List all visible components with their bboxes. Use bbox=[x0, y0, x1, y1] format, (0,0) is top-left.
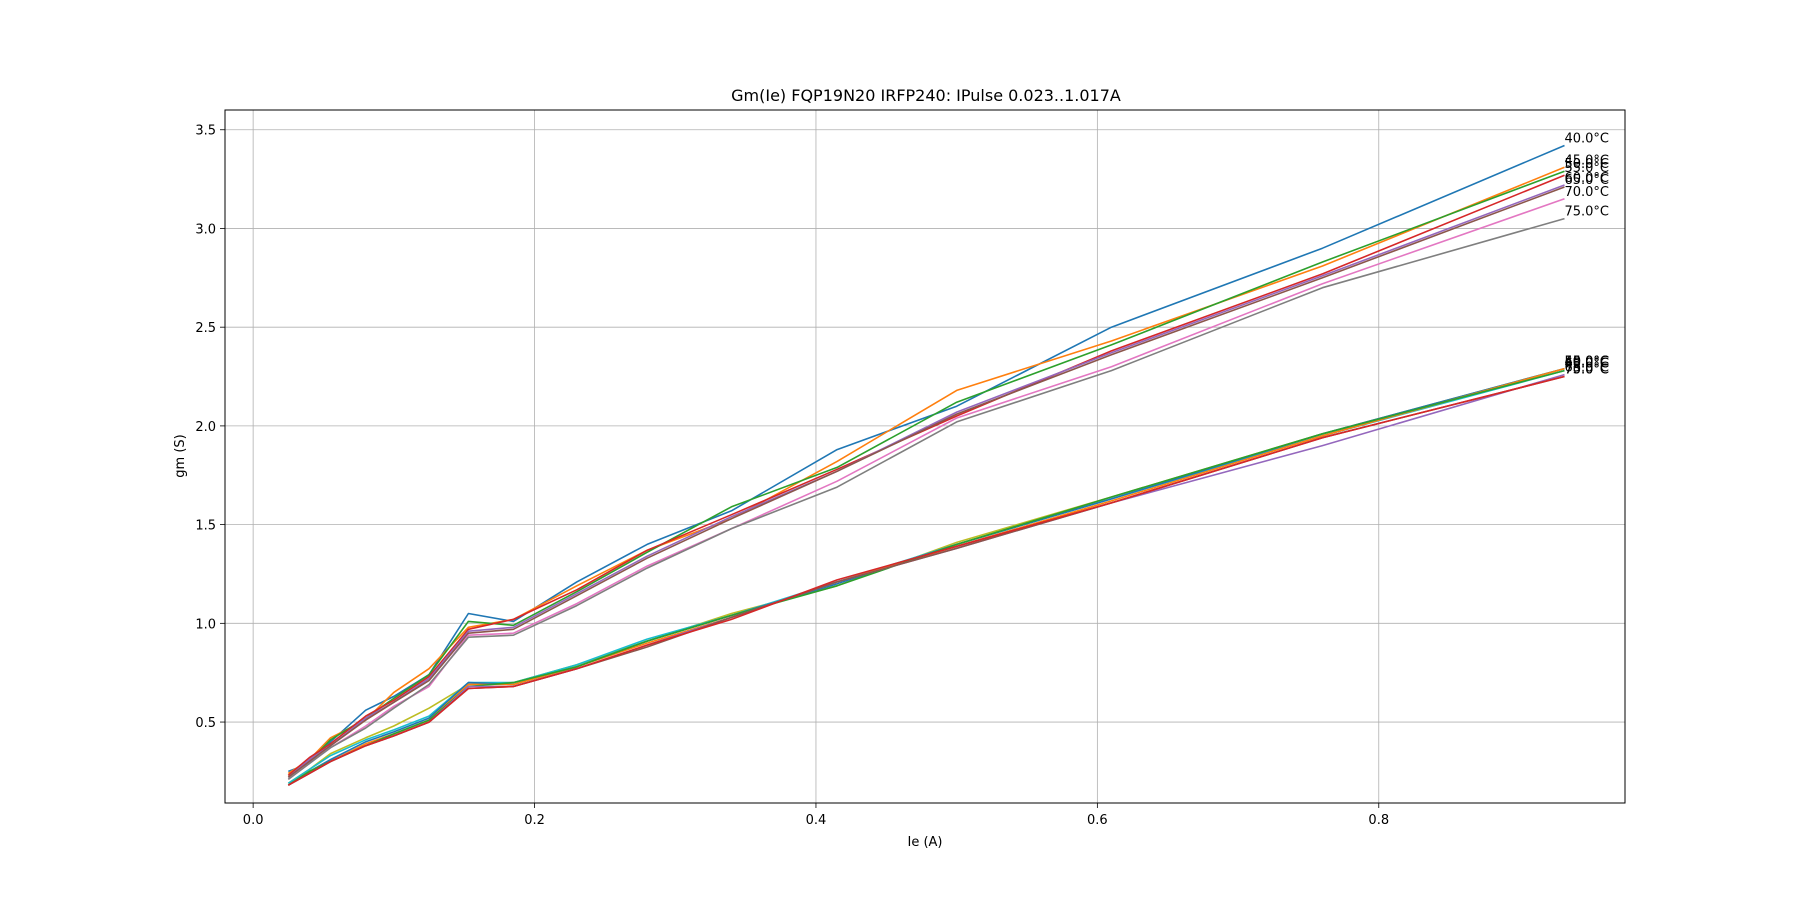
y-tick-label: 3.0 bbox=[195, 222, 216, 237]
series-end-label: 65.0°C bbox=[1564, 173, 1609, 188]
series-end-label: 75.0°C bbox=[1564, 363, 1609, 378]
series-line bbox=[287, 184, 1565, 778]
series-line bbox=[287, 367, 1565, 786]
x-tick-label: 0.2 bbox=[524, 813, 545, 828]
series-line bbox=[288, 144, 1565, 773]
series-end-label: 70.0°C bbox=[1564, 363, 1609, 378]
y-tick-label: 0.5 bbox=[195, 716, 216, 731]
series-end-label: 65.0°C bbox=[1564, 361, 1609, 376]
series-line bbox=[287, 375, 1565, 786]
y-tick-label: 1.0 bbox=[195, 617, 216, 632]
x-axis-label: Ie (A) bbox=[907, 835, 942, 850]
series-end-label: 45.0°C bbox=[1564, 153, 1609, 168]
series-line bbox=[287, 174, 1565, 777]
series-end-label: 55.0°C bbox=[1564, 161, 1609, 176]
series-end-labels: 40.0°C45.0°C50.0°C55.0°C60.0°C65.0°C70.0… bbox=[1564, 132, 1609, 378]
y-tick-label: 1.5 bbox=[195, 519, 216, 534]
series-end-label: 75.0°C bbox=[1564, 205, 1609, 220]
series-end-label: 55.0°C bbox=[1564, 355, 1609, 370]
chart-title: Gm(Ie) FQP19N20 IRFP240: IPulse 0.023..1… bbox=[731, 86, 1121, 105]
x-tick-label: 0.0 bbox=[243, 813, 264, 828]
x-tick-label: 0.6 bbox=[1087, 813, 1108, 828]
y-tick-label: 2.5 bbox=[195, 321, 216, 336]
series-end-label: 45.0°C bbox=[1564, 357, 1609, 372]
series-line bbox=[287, 217, 1565, 780]
y-axis-label: gm (S) bbox=[173, 434, 188, 477]
x-axis-ticks: 0.0 0.2 0.4 0.6 0.8 bbox=[243, 803, 1389, 828]
series-end-label: 40.0°C bbox=[1564, 355, 1609, 370]
series-line bbox=[287, 198, 1565, 780]
y-tick-label: 3.5 bbox=[195, 124, 216, 139]
y-axis-ticks: 0.5 1.0 1.5 2.0 2.5 3.0 3.5 bbox=[195, 124, 225, 731]
series-end-label: 70.0°C bbox=[1564, 185, 1609, 200]
y-tick-label: 2.0 bbox=[195, 420, 216, 435]
series-end-label: 60.0°C bbox=[1564, 357, 1609, 372]
series-lines bbox=[287, 144, 1565, 786]
series-end-label: 40.0°C bbox=[1564, 132, 1609, 147]
series-end-label: 50.0°C bbox=[1564, 355, 1609, 370]
grid-lines bbox=[225, 110, 1625, 803]
series-line bbox=[287, 186, 1565, 778]
series-end-label: 50.0°C bbox=[1564, 157, 1609, 172]
x-tick-label: 0.8 bbox=[1368, 813, 1389, 828]
plot-area-frame bbox=[224, 109, 1626, 804]
series-end-label: 60.0°C bbox=[1564, 171, 1609, 186]
x-tick-label: 0.4 bbox=[806, 813, 827, 828]
